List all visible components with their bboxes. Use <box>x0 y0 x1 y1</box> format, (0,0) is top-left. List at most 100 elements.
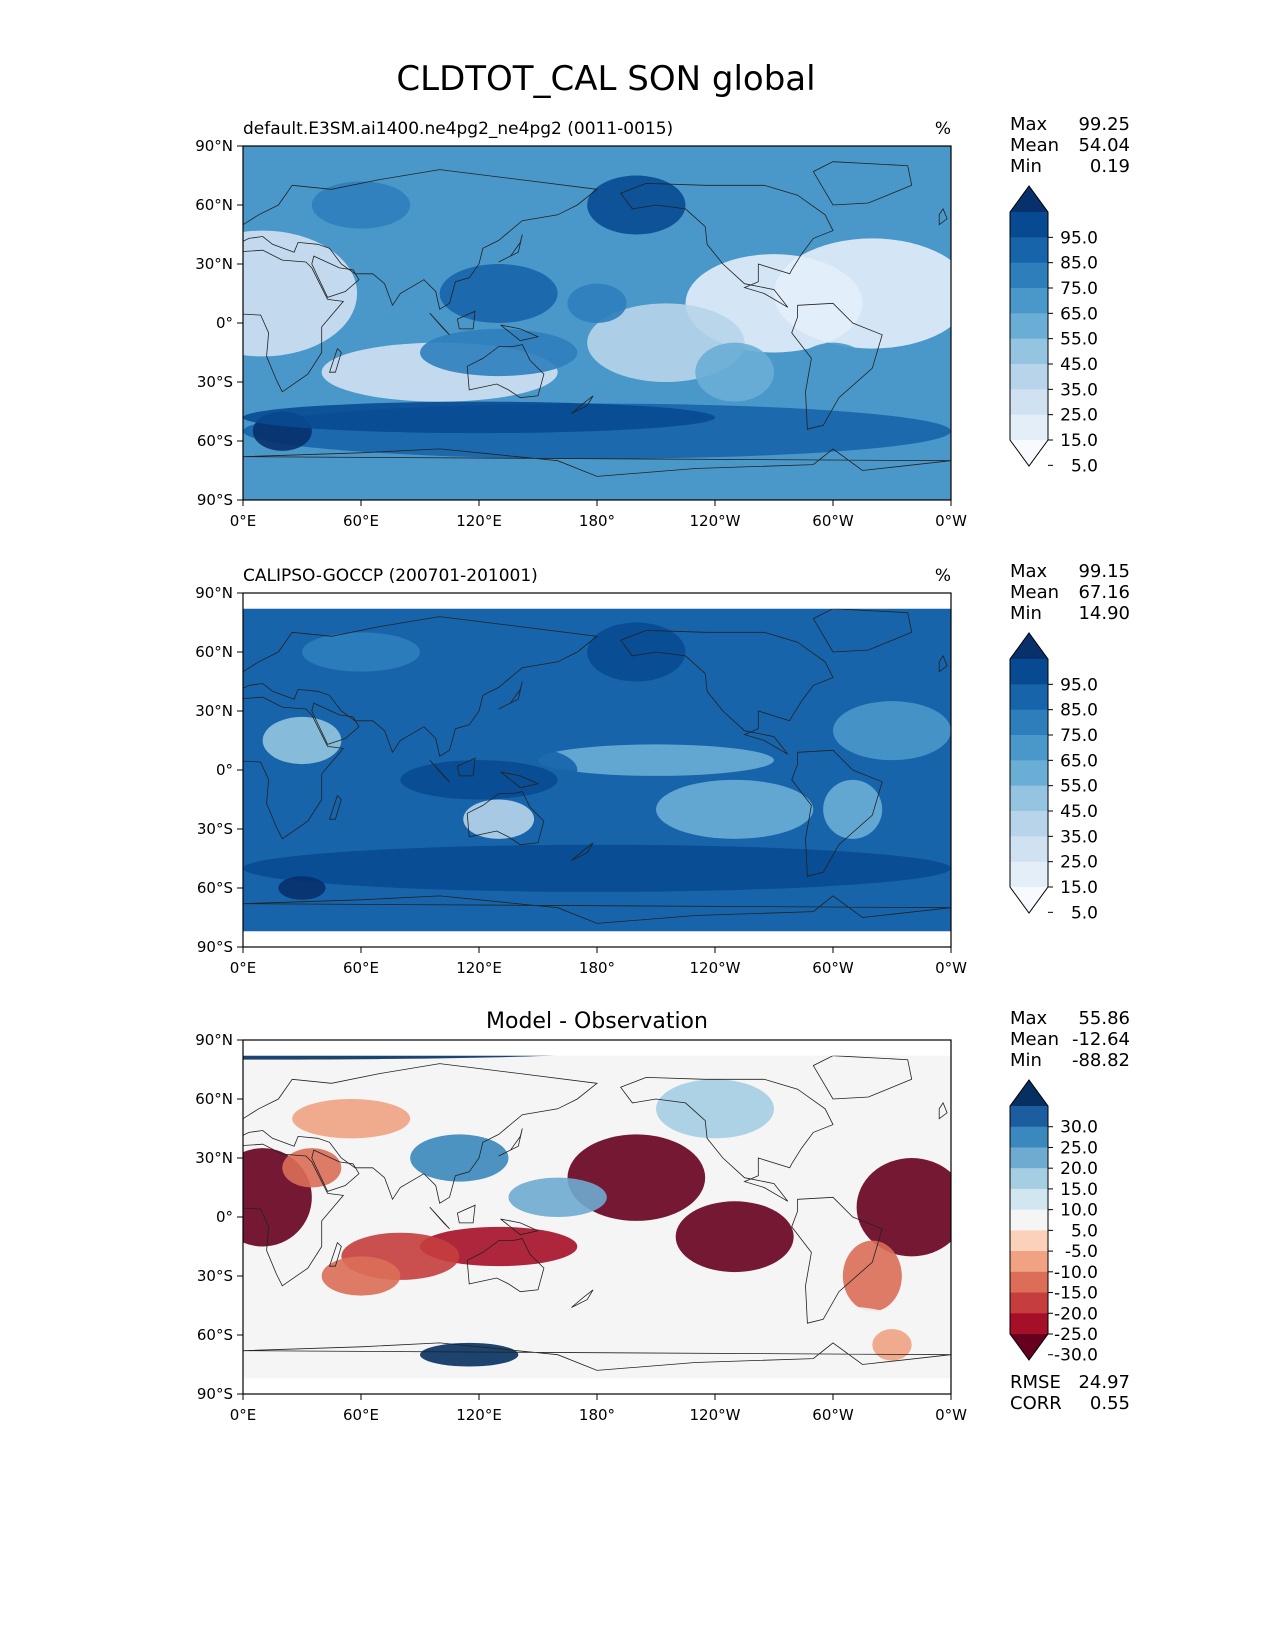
y-tick-label: 0° <box>216 1208 233 1226</box>
coastline <box>243 1342 951 1371</box>
field-contour <box>278 876 326 900</box>
colorbar-label: 5.0 <box>1071 456 1098 476</box>
coastline <box>500 1218 540 1236</box>
x-tick-label: 60°E <box>343 1406 379 1424</box>
y-tick-label: 60°S <box>197 879 233 897</box>
stat-label: Mean <box>1010 582 1059 603</box>
colorbar-band <box>1010 760 1048 787</box>
colorbar-label: 25.0 <box>1060 853 1098 873</box>
coastline <box>571 1289 594 1308</box>
field-contour <box>695 342 774 402</box>
colorbar-band <box>1010 1209 1048 1231</box>
coastline <box>429 1206 450 1230</box>
coastline <box>619 629 834 755</box>
coastline <box>311 702 360 745</box>
colorbar-band <box>1010 1126 1048 1148</box>
field-contour <box>656 779 814 839</box>
colorbar-label: 95.0 <box>1060 675 1098 695</box>
coastline <box>328 347 342 373</box>
colorbar-band <box>1010 414 1048 441</box>
y-tick-label: 60°N <box>195 1090 233 1108</box>
panel-diff: Model - Observation 0°E 60°E 120°E 180° 120°W… <box>195 1008 1130 1424</box>
colorbar-extend-top <box>1010 186 1048 212</box>
stat-label: Mean <box>1010 1029 1059 1050</box>
map-field <box>243 146 951 500</box>
colorbar-band <box>1010 836 1048 863</box>
colorbar-label: 95.0 <box>1060 228 1098 248</box>
x-tick-label: 0°W <box>935 1406 967 1424</box>
colorbar-band <box>1010 313 1048 340</box>
stat-value: -88.82 <box>1072 1050 1130 1071</box>
colorbar-label: 85.0 <box>1060 701 1098 721</box>
y-tick-label: 60°N <box>195 196 233 214</box>
x-tick-label: 60°W <box>812 1406 854 1424</box>
colorbar-band <box>1010 364 1048 390</box>
panel-model: default.E3SM.ai1400.ne4pg2_ne4pg2 (0011-… <box>195 114 1130 530</box>
x-tick-label: 120°E <box>456 959 502 977</box>
colorbar-label: 25.0 <box>1060 1138 1098 1158</box>
panel-title: default.E3SM.ai1400.ne4pg2_ne4pg2 (0011-… <box>243 119 673 139</box>
x-tick-label: 180° <box>579 959 615 977</box>
no-data-band <box>243 1378 951 1394</box>
coastline <box>429 759 450 783</box>
coastline <box>938 208 948 226</box>
field-contour <box>793 342 873 402</box>
y-tick-label: 0° <box>216 314 233 332</box>
colorbar-band <box>1010 338 1048 365</box>
field-contour <box>587 175 686 235</box>
coastline <box>243 249 345 393</box>
no-data-band <box>243 931 951 947</box>
colorbar-band <box>1010 684 1048 711</box>
units-label: % <box>935 119 951 139</box>
panel-title: Model - Observation <box>486 1009 708 1034</box>
colorbar-band <box>1010 262 1048 289</box>
coastline <box>243 448 951 477</box>
colorbar-band <box>1010 389 1048 416</box>
colorbar-extend-bottom <box>1010 887 1048 913</box>
coastline <box>498 234 523 263</box>
x-tick-label: 60°W <box>812 959 854 977</box>
stat-value: 99.25 <box>1078 114 1130 135</box>
colorbar-label: -30.0 <box>1054 1346 1098 1366</box>
coastline <box>498 1128 523 1157</box>
x-tick-label: 120°E <box>456 1406 502 1424</box>
colorbar-band <box>1010 785 1048 812</box>
coastline <box>243 696 345 840</box>
colorbar-label: 45.0 <box>1060 355 1098 375</box>
field-contour <box>833 701 951 761</box>
coastline <box>791 749 883 877</box>
field-contour <box>292 1099 411 1139</box>
colorbar-extend-top <box>1010 1080 1048 1106</box>
stat-value: 0.55 <box>1090 1393 1130 1414</box>
field-contour <box>420 328 578 377</box>
colorbar-band <box>1010 288 1048 314</box>
coastline <box>243 895 951 924</box>
stat-label: CORR <box>1010 1393 1062 1414</box>
field-contour <box>282 1148 342 1188</box>
coastline <box>619 182 834 308</box>
field-contour <box>243 401 715 434</box>
stat-value: 14.90 <box>1078 603 1130 624</box>
field-contour <box>463 799 535 839</box>
colorbar-label: 15.0 <box>1060 878 1098 898</box>
x-tick-label: 120°E <box>456 512 502 530</box>
coastline <box>498 681 523 710</box>
panel-obs: CALIPSO-GOCCP (200701-201001) % 0°E 60°E 120… <box>195 561 1130 977</box>
stat-label: Min <box>1010 156 1042 177</box>
y-tick-label: 30°S <box>197 820 233 838</box>
colorbar-label: -20.0 <box>1054 1304 1098 1324</box>
x-tick-label: 120°W <box>690 512 741 530</box>
field-background <box>243 1040 951 1394</box>
coastline <box>243 616 598 757</box>
colorbar-band <box>1010 1292 1048 1314</box>
x-tick-label: 0°E <box>230 959 257 977</box>
coastline <box>456 1204 476 1224</box>
colorbar-label: 30.0 <box>1060 1118 1098 1138</box>
y-tick-label: 90°S <box>197 1385 233 1403</box>
colorbar-band <box>1010 811 1048 837</box>
colorbar-label: 75.0 <box>1060 726 1098 746</box>
y-tick-label: 60°S <box>197 1326 233 1344</box>
colorbar-band <box>1010 861 1048 888</box>
colorbar-label: 35.0 <box>1060 827 1098 847</box>
field-contour <box>311 181 411 229</box>
